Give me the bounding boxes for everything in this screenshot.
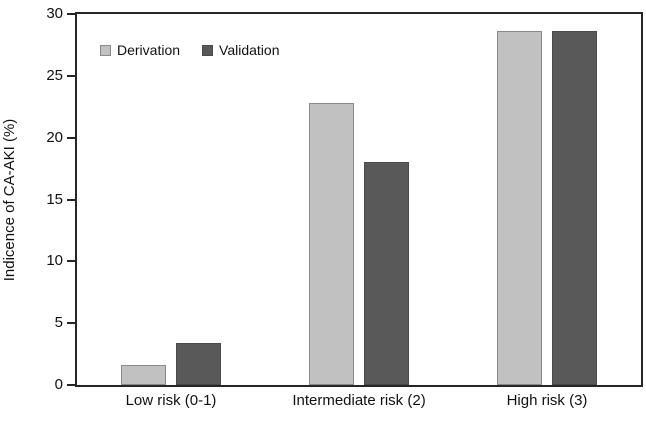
bar-derivation-0	[121, 365, 166, 385]
legend-label-derivation: Derivation	[117, 42, 181, 58]
y-tick-mark	[67, 74, 75, 77]
legend-item-validation: Validation	[202, 42, 279, 58]
y-tick-mark	[67, 13, 75, 15]
legend-item-derivation: Derivation	[100, 42, 180, 58]
y-tick-mark	[67, 384, 75, 386]
y-axis-title: Indicence of CA-AKI (%)	[1, 118, 18, 282]
x-tick-label: Low risk (0-1)	[125, 392, 217, 409]
category-slot	[453, 14, 641, 385]
x-axis-labels: Low risk (0-1) Intermediate risk (2) High …	[77, 392, 641, 409]
y-tick-label: 20	[46, 128, 63, 146]
validation-swatch-icon	[202, 44, 214, 56]
y-tick-label: 5	[54, 314, 63, 332]
y-tick-mark	[67, 136, 75, 139]
y-tick-mark	[67, 198, 75, 201]
bars-layer	[77, 14, 641, 385]
y-tick-mark	[67, 260, 75, 263]
y-tick-label: 30	[46, 5, 63, 22]
category-slot	[77, 14, 265, 385]
bar-validation-1	[364, 162, 409, 385]
y-tick-label: 15	[46, 190, 63, 208]
derivation-swatch-icon	[100, 44, 111, 56]
y-tick-label: 25	[46, 66, 63, 84]
bar-derivation-2	[497, 31, 542, 385]
bar-validation-2	[552, 31, 597, 385]
legend-label-validation: Validation	[219, 42, 280, 58]
y-tick-label: 10	[46, 252, 63, 270]
legend: Derivation Validation	[100, 42, 279, 58]
category-slot	[265, 14, 453, 385]
plot-area: Derivation Validation 0 5 10 15 20 25 30	[46, 5, 643, 393]
bar-validation-0	[176, 342, 221, 385]
y-tick-label: 0	[54, 376, 63, 393]
x-tick-label: High risk (3)	[506, 392, 588, 409]
bar-derivation-1	[309, 103, 354, 385]
x-tick-label: Intermediate risk (2)	[292, 392, 426, 409]
y-tick-mark	[67, 322, 75, 325]
